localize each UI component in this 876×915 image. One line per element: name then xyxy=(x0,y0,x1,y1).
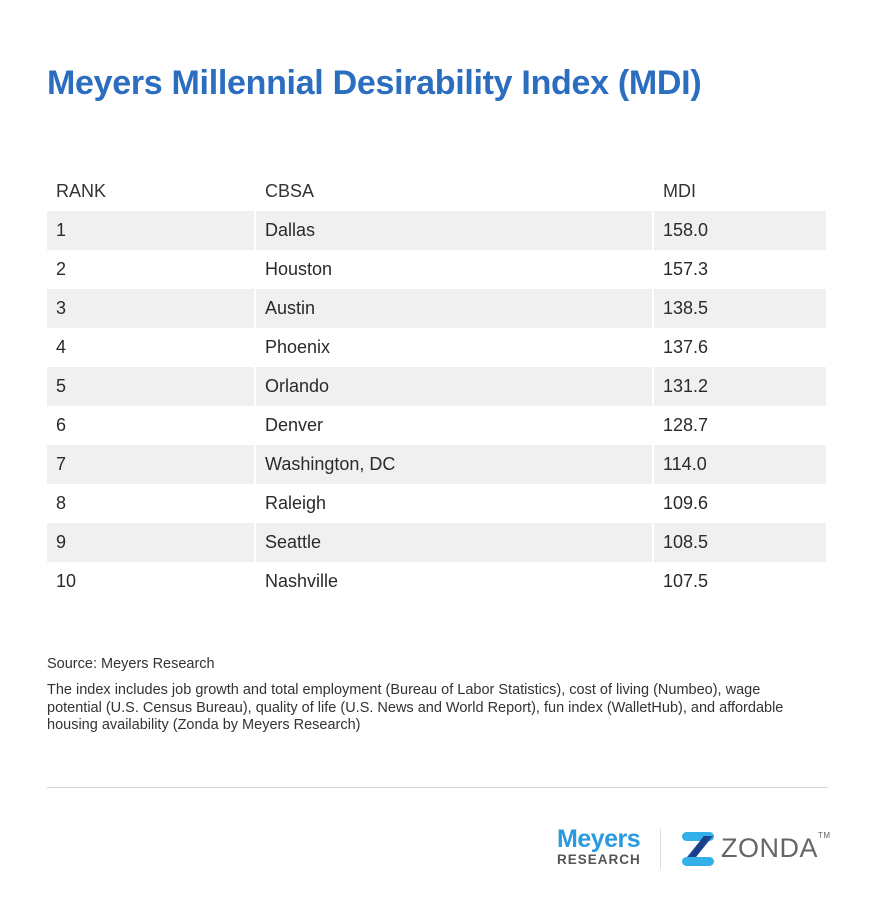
research-logo-text: RESEARCH xyxy=(557,852,641,867)
rank-cell: 9 xyxy=(47,523,254,562)
table-row: 8 Raleigh 109.6 xyxy=(47,484,826,523)
mdi-cell: 137.6 xyxy=(663,337,709,357)
cbsa-cell: Orlando xyxy=(256,367,652,406)
cbsa-cell: Seattle xyxy=(256,523,652,562)
mdi-cell: 158.0 xyxy=(654,211,826,250)
rank-cell: 10 xyxy=(56,571,77,591)
mdi-cell: 128.7 xyxy=(663,415,709,435)
mdi-table: RANK CBSA MDI 1 Dallas 158.0 2 Houston 157.3 3… xyxy=(47,172,826,601)
header-rank: RANK xyxy=(56,181,107,201)
rank-cell: 6 xyxy=(56,415,67,435)
mdi-cell: 107.5 xyxy=(663,571,709,591)
cbsa-cell: Phoenix xyxy=(265,337,331,357)
cbsa-cell: Nashville xyxy=(265,571,339,591)
zonda-z-icon xyxy=(682,832,714,866)
table-row: 5 Orlando 131.2 xyxy=(47,367,826,406)
cbsa-cell: Raleigh xyxy=(265,493,327,513)
table-row: 1 Dallas 158.0 xyxy=(47,211,826,250)
cbsa-cell: Washington, DC xyxy=(256,445,652,484)
trademark: TM xyxy=(818,831,831,840)
rank-cell: 4 xyxy=(56,337,67,357)
logo-separator xyxy=(660,829,661,869)
table-header-row: RANK CBSA MDI xyxy=(47,172,826,211)
mdi-cell: 108.5 xyxy=(654,523,826,562)
table-row: 4 Phoenix 137.6 xyxy=(47,328,826,367)
rank-cell: 7 xyxy=(47,445,254,484)
cbsa-cell: Houston xyxy=(265,259,333,279)
index-note: The index includes job growth and total … xyxy=(47,682,784,733)
cbsa-cell: Denver xyxy=(265,415,324,435)
zonda-logo-text: ZONDATM xyxy=(721,831,831,864)
meyers-logo-text: Meyers xyxy=(557,825,641,853)
cbsa-cell: Austin xyxy=(256,289,652,328)
rank-cell: 8 xyxy=(56,493,67,513)
mdi-cell: 157.3 xyxy=(663,259,709,279)
table-row: 7 Washington, DC 114.0 xyxy=(47,445,826,484)
table-row: 10 Nashville 107.5 xyxy=(47,562,826,601)
table-row: 3 Austin 138.5 xyxy=(47,289,826,328)
zonda-wordmark: ZONDA xyxy=(721,833,818,863)
rank-cell: 5 xyxy=(47,367,254,406)
mdi-cell: 114.0 xyxy=(654,445,826,484)
header-mdi: MDI xyxy=(663,181,696,201)
rank-cell: 2 xyxy=(56,259,67,279)
divider xyxy=(47,787,828,788)
cbsa-cell: Dallas xyxy=(256,211,652,250)
source-text: Source: Meyers Research xyxy=(47,656,215,672)
mdi-cell: 109.6 xyxy=(663,493,709,513)
mdi-cell: 138.5 xyxy=(654,289,826,328)
page-title: Meyers Millennial Desirability Index (MD… xyxy=(47,64,702,102)
table-row: 2 Houston 157.3 xyxy=(47,250,826,289)
meyers-research-logo: Meyers RESEARCH xyxy=(557,826,641,868)
header-cbsa: CBSA xyxy=(265,181,315,201)
table-row: 6 Denver 128.7 xyxy=(47,406,826,445)
rank-cell: 3 xyxy=(47,289,254,328)
table-row: 9 Seattle 108.5 xyxy=(47,523,826,562)
mdi-cell: 131.2 xyxy=(654,367,826,406)
rank-cell: 1 xyxy=(47,211,254,250)
